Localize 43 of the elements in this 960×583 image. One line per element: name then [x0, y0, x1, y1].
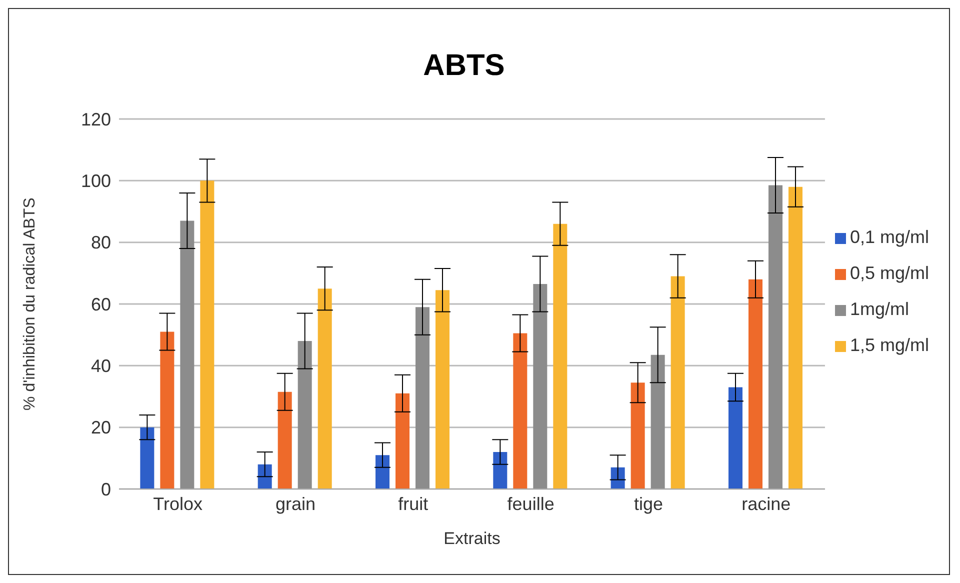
- bar: [553, 224, 568, 489]
- bar: [650, 354, 665, 489]
- bar: [788, 186, 802, 489]
- bar: [160, 332, 174, 489]
- legend-label: 1mg/ml: [850, 299, 909, 319]
- bar: [140, 427, 154, 489]
- bar: [513, 333, 528, 489]
- y-tick-label: 20: [90, 418, 111, 438]
- bar: [180, 220, 194, 489]
- bar: [200, 180, 214, 489]
- y-tick-label: 80: [90, 232, 111, 253]
- bar: [278, 392, 292, 489]
- bar: [318, 288, 332, 489]
- y-axis-title: % d'inhibition du radical ABTS: [22, 198, 39, 410]
- bar: [670, 276, 685, 489]
- x-tick-label: racine: [742, 494, 791, 514]
- x-tick-label: grain: [275, 494, 316, 514]
- y-tick-label: 60: [90, 294, 111, 314]
- bar: [768, 185, 782, 489]
- bar: [630, 382, 645, 489]
- bar: [258, 464, 272, 489]
- y-tick-label: 120: [80, 109, 111, 130]
- bar: [416, 307, 430, 489]
- bar: [376, 455, 390, 489]
- chart-title: ABTS: [422, 48, 506, 84]
- legend-label: 1,5 mg/ml: [850, 335, 929, 355]
- y-tick-label: 0: [100, 479, 111, 500]
- bar: [436, 290, 450, 489]
- x-tick-label: Trolox: [153, 494, 203, 514]
- y-tick-label: 100: [80, 171, 111, 192]
- bar: [533, 284, 548, 489]
- x-tick-label: tige: [634, 494, 663, 514]
- x-axis-title: Extraits: [444, 529, 500, 548]
- y-tick-label: 40: [90, 356, 111, 376]
- x-tick-label: fruit: [398, 494, 428, 514]
- x-tick-label: feuille: [507, 494, 554, 514]
- bar: [298, 341, 312, 489]
- legend-label: 0,5 mg/ml: [850, 263, 929, 283]
- bar: [493, 452, 508, 489]
- bar: [728, 387, 742, 489]
- bar: [748, 279, 762, 489]
- bar: [396, 393, 410, 489]
- legend-label: 0,1 mg/ml: [850, 227, 929, 247]
